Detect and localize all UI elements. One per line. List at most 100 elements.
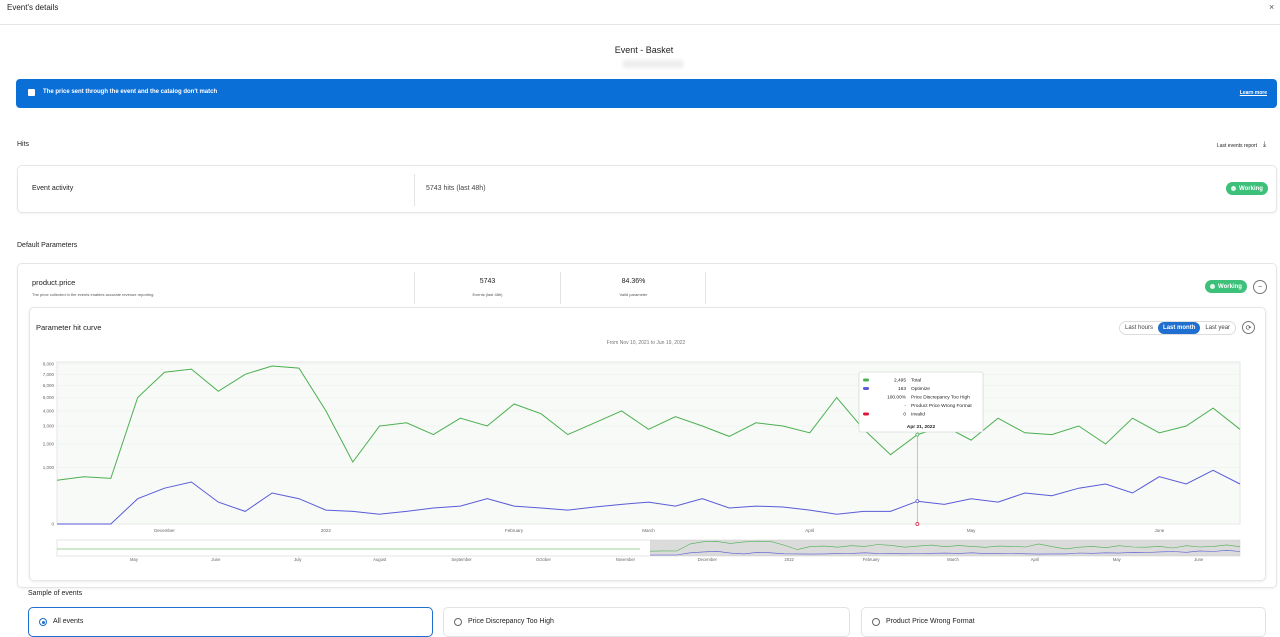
parameter-description: The price collected in the events enable… [32,292,155,297]
navigator-label: June [1194,557,1204,562]
navigator-label: May [1113,557,1122,562]
tooltip-value: 100.00% [887,395,907,401]
x-tick-label: March [642,528,655,533]
tooltip-dash: - [904,404,906,409]
alert-banner: The price sent through the event and the… [16,79,1277,108]
navigator-label: July [294,557,302,562]
divider [414,174,415,206]
status-text: Working [1239,185,1263,192]
parameter-name: product.price [32,278,76,287]
status-text: Working [1218,283,1242,290]
navigator-label: 2022 [785,557,795,562]
tooltip-marker [863,412,869,416]
tooltip-name: Total [911,378,921,384]
events-value: 5743 [479,278,496,285]
navigator-label: April [1031,557,1039,562]
refresh-button[interactable]: ⟳ [1242,321,1255,334]
samples-heading: Sample of events [28,590,83,597]
x-tick-label: 2022 [321,528,332,533]
range-button[interactable]: Last month [1158,322,1201,334]
navigator-line [649,540,1241,552]
tooltip-box [858,371,984,433]
divider [414,272,415,304]
plot-area [56,361,1241,525]
header-divider [0,24,1280,25]
range-button[interactable]: Last hours [1125,325,1154,331]
download-icon[interactable]: ⤓ [1263,141,1267,148]
tooltip-marker [863,378,869,382]
navigator-label: September [451,557,472,562]
navigator-label: June [211,557,221,562]
chart-subtitle: From Nov 10, 2021 to Jun 19, 2022 [606,340,686,346]
tooltip-name: Invalid [911,412,925,418]
sample-option[interactable]: Product Price Wrong Format [861,607,1266,637]
alert-message: The price sent through the event and the… [43,89,218,95]
collapse-button[interactable]: − [1253,280,1267,294]
alert-icon [28,89,35,96]
x-tick-label: May [967,528,976,533]
y-tick-label: 4,000 [43,408,55,413]
navigator-label: February [863,557,881,562]
tooltip: 2,495 Total 163 Optimize 100.00% Price Discre… [858,371,984,433]
chart-title: Parameter hit curve [36,323,102,332]
divider [560,272,561,304]
navigator-label: August [373,557,387,562]
y-tick-label: 0 [51,522,54,527]
invalid-point [915,522,920,526]
alert-link[interactable]: Learn more [1239,90,1267,96]
y-tick-label: 6,000 [43,383,55,388]
events-label: Events (last 48h) [472,292,503,297]
navigator-label: March [947,557,959,562]
y-tick-label: 1,000 [43,465,55,470]
activity-label: Event activity [32,185,74,192]
sample-option[interactable]: Price Discrepancy Too High [443,607,850,637]
valid-label: Valid parameter [619,292,648,297]
navigator-label: October [536,557,552,562]
option-label: All events [53,618,84,625]
hits-count: 5743 hits (last 48h) [426,185,486,192]
valid-value: 84.36% [621,278,646,285]
status-badge: Working [1226,182,1268,195]
navigator-label: May [130,557,139,562]
range-button[interactable]: Last year [1205,325,1231,331]
option-label: Product Price Wrong Format [886,618,975,625]
navigator-window[interactable] [650,540,1240,556]
blurred-id [622,60,684,68]
x-tick-label: December [154,528,175,533]
event-title: Event - Basket [614,45,674,55]
report-link[interactable]: Last events report [1216,143,1257,149]
tooltip-name: Optimize [911,386,930,392]
y-tick-label: 2,000 [43,442,55,447]
tooltip-value: 163 [898,386,906,392]
range-selector: Last hours Last month Last year [1119,321,1237,335]
y-tick-label: 7,000 [43,372,55,377]
parameters-heading: Default Parameters [17,242,78,249]
y-tick-label: 8,000 [43,362,55,367]
tooltip-name: Product Price Wrong Format [911,403,972,409]
status-badge: Working [1205,280,1247,293]
hover-point [915,499,920,504]
navigator-label: November [616,557,636,562]
y-tick-label: 3,000 [43,424,55,429]
tooltip-date: Apr 21, 2022 [907,424,936,430]
y-tick-label: 5,000 [43,395,55,400]
x-tick-label: February [505,528,524,533]
header-title: Event's details [7,3,59,12]
divider [705,272,706,304]
tooltip-value: 2,495 [894,378,906,384]
close-button[interactable]: × [1269,2,1275,12]
option-label: Price Discrepancy Too High [468,618,554,625]
series-line [57,469,1241,525]
hits-heading: Hits [17,141,30,148]
tooltip-value: 0 [903,412,906,418]
hover-point [915,432,920,437]
navigator-label: December [698,557,718,562]
navigator-line [650,549,1241,556]
tooltip-marker [863,387,869,390]
tooltip-name: Price Discrepancy Too High [911,395,970,401]
x-tick-label: April [805,528,814,533]
sample-option[interactable]: All events [28,607,433,637]
x-tick-label: June [1154,528,1164,533]
